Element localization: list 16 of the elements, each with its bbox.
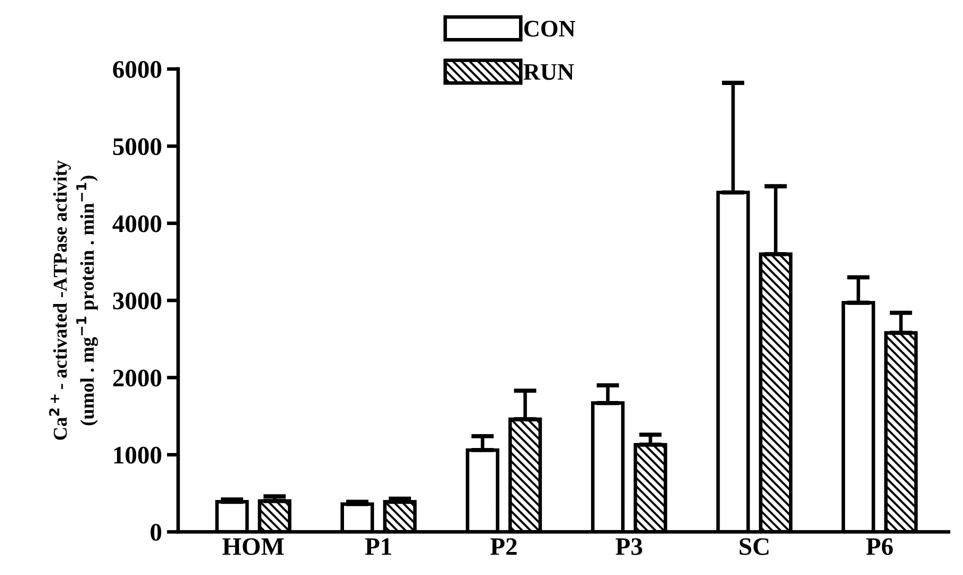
y-tick-label: 6000: [113, 61, 162, 78]
x-tick-label: P2: [490, 538, 517, 555]
y-tick-label: 4000: [112, 215, 162, 232]
x-tick-label: P1: [365, 538, 392, 555]
y-tick-label: 5000: [113, 138, 162, 156]
x-tick-label: P6: [866, 538, 893, 556]
legend-label: CON: [524, 20, 576, 37]
y-tick-label: 0: [150, 524, 162, 541]
x-tick-label: SC: [740, 538, 768, 556]
x-tick-label: P3: [616, 538, 642, 556]
y-tick-label: 3000: [113, 292, 162, 310]
y-tick-label: 1000: [114, 446, 162, 464]
y-tick-label: 2000: [113, 370, 162, 387]
y-axis-title: Ca$^{2+}$- activated -ATPase activity (umol . mg$^{−1}$ protein . min$^{−1}$): [49, 160, 98, 440]
legend-label: RUN: [524, 64, 574, 80]
x-tick-label: HOM: [222, 538, 284, 556]
